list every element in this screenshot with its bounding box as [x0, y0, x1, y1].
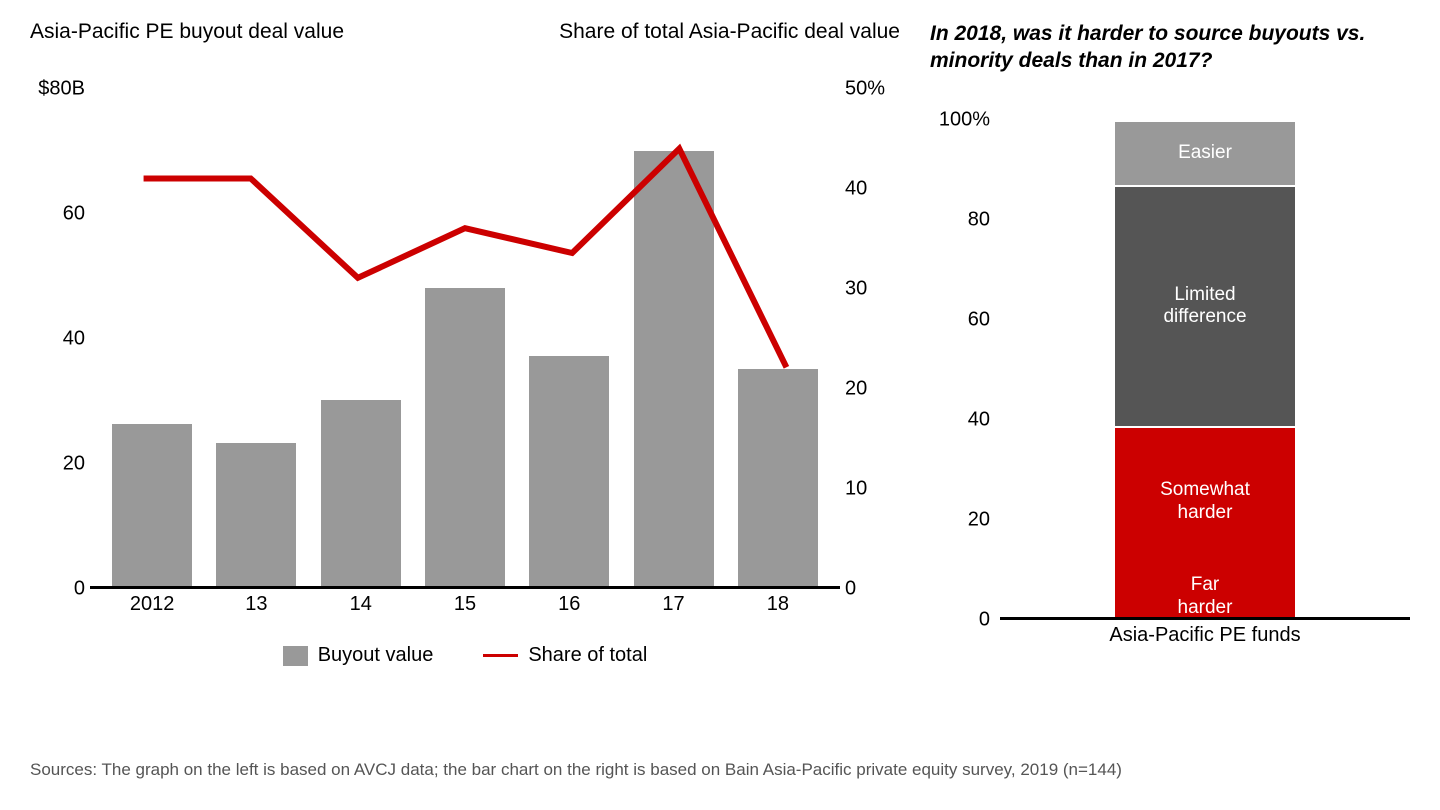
- stacked-y-tick: 80: [930, 208, 990, 231]
- stacked-y-tick: 40: [930, 408, 990, 431]
- legend-line-label: Share of total: [528, 644, 647, 667]
- stacked-y-tick: 0: [930, 608, 990, 631]
- y-tick-right: 10: [845, 478, 900, 501]
- y-tick-right: 30: [845, 278, 900, 301]
- right-chart-title: In 2018, was it harder to source buyouts…: [930, 20, 1410, 75]
- legend: Buyout value Share of total: [30, 644, 900, 667]
- x-label: 16: [529, 593, 609, 616]
- y-tick-right: 0: [845, 578, 900, 601]
- legend-line-swatch: [483, 654, 518, 657]
- y-tick-left: 40: [30, 328, 85, 351]
- left-chart-title-left: Asia-Pacific PE buyout deal value: [30, 20, 430, 44]
- stacked-y-tick: 20: [930, 508, 990, 531]
- y-tick-right-top: 50%: [845, 78, 900, 101]
- stacked-segment: Farharder: [1115, 576, 1295, 616]
- stacked-y-tick: 60: [930, 308, 990, 331]
- stacked-segment: Limiteddifference: [1115, 185, 1295, 426]
- y-tick-left: 60: [30, 203, 85, 226]
- stacked-segment: Somewhatharder: [1115, 426, 1295, 577]
- stacked-y-tick-top: 100%: [930, 108, 990, 131]
- x-label: 13: [216, 593, 296, 616]
- y-tick-left-top: $80B: [30, 78, 85, 101]
- left-chart-title-right: Share of total Asia-Pacific deal value: [559, 20, 900, 44]
- x-label: 14: [321, 593, 401, 616]
- legend-bar-label: Buyout value: [318, 644, 434, 667]
- x-label: 2012: [112, 593, 192, 616]
- y-tick-left: 20: [30, 453, 85, 476]
- y-tick-right: 20: [845, 378, 900, 401]
- sources-text: Sources: The graph on the left is based …: [30, 760, 1410, 780]
- right-chart: 020406080100% FarharderSomewhatharderLim…: [1000, 120, 1410, 620]
- y-tick-left: 0: [30, 578, 85, 601]
- left-chart: 0204060$80B 01020304050% 201213141516171…: [90, 89, 840, 589]
- legend-bar-swatch: [283, 646, 308, 666]
- stacked-x-label: Asia-Pacific PE funds: [1000, 624, 1410, 647]
- x-label: 18: [738, 593, 818, 616]
- x-label: 15: [425, 593, 505, 616]
- stacked-segment: Easier: [1115, 120, 1295, 185]
- x-label: 17: [634, 593, 714, 616]
- share-line: [144, 149, 787, 368]
- y-tick-right: 40: [845, 178, 900, 201]
